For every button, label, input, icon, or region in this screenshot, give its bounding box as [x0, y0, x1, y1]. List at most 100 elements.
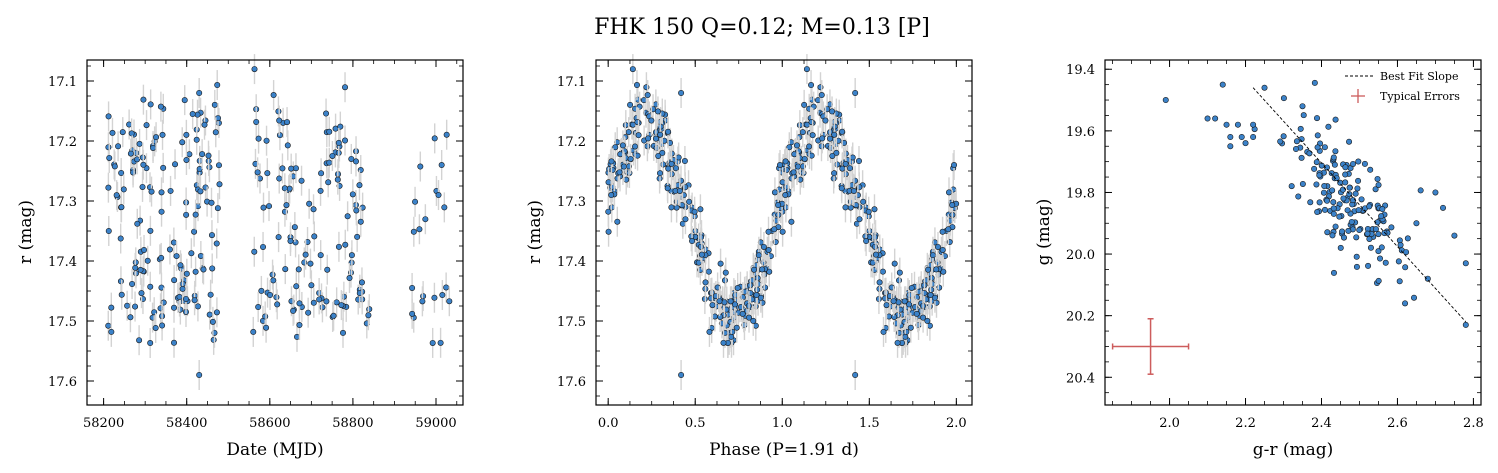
- p2-point: [842, 160, 849, 167]
- p1-point: [208, 232, 215, 239]
- p2-point: [799, 129, 806, 136]
- p1-point: [422, 216, 429, 223]
- p1-point: [263, 137, 270, 144]
- p1-point: [132, 264, 139, 271]
- p1-point: [431, 135, 438, 142]
- p1-point: [199, 151, 206, 158]
- p3-points: [1162, 79, 1469, 328]
- p2-point: [863, 238, 870, 245]
- p1-point: [431, 294, 438, 301]
- p1-point: [148, 188, 155, 195]
- p2-point: [675, 154, 682, 161]
- p2-point: [635, 132, 642, 139]
- p1-point: [141, 246, 148, 253]
- p1-point: [210, 336, 217, 343]
- p1-point: [152, 324, 159, 331]
- p3-point: [1329, 187, 1336, 194]
- p1-point: [207, 291, 214, 298]
- p2-point: [655, 152, 662, 159]
- p1-point: [409, 284, 416, 291]
- p2-point: [926, 322, 933, 329]
- p2-point: [627, 155, 634, 162]
- figure-title: FHK 150 Q=0.12; M=0.13 [P]: [594, 15, 930, 40]
- p1-point: [292, 239, 299, 246]
- p1-point: [270, 277, 277, 284]
- p3-ytick-label: 20.4: [1066, 371, 1095, 386]
- p1-point: [429, 339, 436, 346]
- p2-xtick-label: 1.5: [859, 416, 880, 431]
- p1-point: [173, 253, 180, 260]
- p1-point: [208, 199, 215, 206]
- p1-point: [194, 111, 201, 118]
- p2-point: [757, 294, 764, 301]
- p1-point: [158, 208, 165, 215]
- p2-point: [644, 143, 651, 150]
- p2-point: [831, 131, 838, 138]
- p1-point: [254, 169, 261, 176]
- p2-point: [678, 90, 685, 97]
- p3-point: [1378, 213, 1385, 220]
- p3-point: [1337, 244, 1344, 251]
- p2-point: [750, 317, 757, 324]
- p2-point: [852, 371, 859, 378]
- p1-point: [335, 243, 342, 250]
- p1-point: [307, 260, 314, 267]
- p1-point: [316, 296, 323, 303]
- panel-color-magnitude: 2.0 2.2 2.4 2.6 2.819.419.619.820.020.220.4 …: [1034, 59, 1484, 460]
- p1-point: [105, 227, 112, 234]
- p1-point: [358, 279, 365, 286]
- p2-ylabel: r (mag): [525, 200, 545, 264]
- p1-point: [291, 224, 298, 231]
- p2-point: [819, 135, 826, 142]
- p2-point: [939, 246, 946, 253]
- p2-point: [759, 266, 766, 273]
- p1-point: [335, 139, 342, 146]
- p2-point: [753, 292, 760, 299]
- p2-point: [808, 82, 815, 89]
- p1-ytick-label: 17.2: [48, 135, 77, 150]
- p2-point: [907, 324, 914, 331]
- p1-point: [305, 309, 312, 316]
- p2-point: [682, 216, 689, 223]
- p2-point: [668, 160, 675, 167]
- p2-xlabel: Phase (P=1.91 d): [709, 440, 859, 460]
- p2-point: [827, 135, 834, 142]
- p1-point: [276, 175, 283, 182]
- p2-point: [834, 161, 841, 168]
- p1-point: [206, 311, 213, 318]
- p1-point: [352, 158, 359, 165]
- p2-point: [672, 165, 679, 172]
- p1-point: [111, 163, 118, 170]
- p3-point: [1355, 207, 1362, 214]
- p2-point: [657, 131, 664, 138]
- p3-point: [1306, 150, 1313, 157]
- p1-point: [105, 184, 112, 191]
- p3-point: [1381, 230, 1388, 237]
- p1-point: [191, 297, 198, 304]
- p1-point: [446, 298, 453, 305]
- p1-point: [140, 161, 147, 168]
- p3-ytick-label: 19.6: [1066, 125, 1095, 140]
- p3-point: [1403, 249, 1410, 256]
- p1-point: [253, 118, 260, 125]
- p2-point: [856, 216, 863, 223]
- p2-point: [765, 246, 772, 253]
- p1-ytick-label: 17.6: [48, 375, 77, 390]
- p1-point: [183, 131, 190, 138]
- p1-point: [159, 131, 166, 138]
- p3-point: [1346, 138, 1353, 145]
- p2-point: [876, 279, 883, 286]
- p2-point: [920, 314, 927, 321]
- p1-point: [136, 140, 143, 147]
- p1-point: [209, 318, 216, 325]
- p2-point: [951, 162, 958, 169]
- p1-point: [266, 203, 273, 210]
- p2-point: [608, 192, 615, 199]
- p3-point: [1375, 231, 1382, 238]
- p2-point: [746, 314, 753, 321]
- p1-point: [310, 299, 317, 306]
- p2-point: [913, 310, 920, 317]
- p1-point: [167, 187, 174, 194]
- p1-point: [342, 137, 349, 144]
- p3-point: [1402, 264, 1409, 271]
